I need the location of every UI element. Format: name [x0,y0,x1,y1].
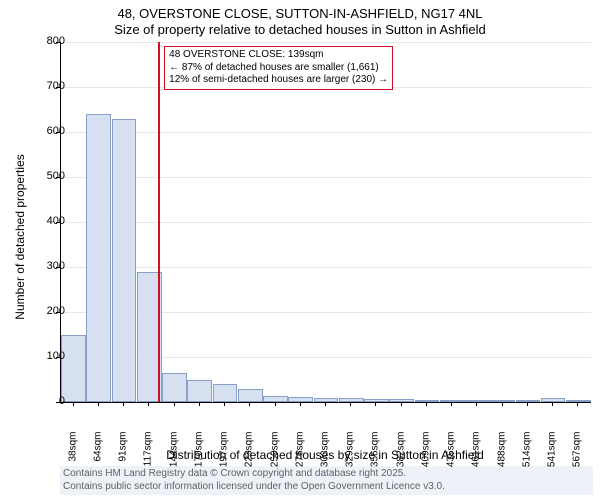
footer-line2: Contains public sector information licen… [63,481,590,494]
bar [288,397,313,402]
annotation-line: 48 OVERSTONE CLOSE: 139sqm [169,49,388,62]
y-tick-label: 600 [15,125,65,137]
bar [389,399,414,402]
x-tick-label: 64sqm [92,432,103,482]
bar [238,389,263,402]
x-tick-mark [375,402,376,406]
bar [61,335,86,402]
x-tick-label: 144sqm [168,432,179,482]
x-tick-mark [123,402,124,406]
x-tick-mark [98,402,99,406]
x-tick-mark [476,402,477,406]
bar [263,396,288,402]
x-tick-label: 382sqm [395,432,406,482]
x-tick-mark [325,402,326,406]
y-tick-mark [56,87,60,88]
x-tick-label: 170sqm [193,432,204,482]
y-tick-mark [56,267,60,268]
bar [213,384,238,402]
chart-container: 48, OVERSTONE CLOSE, SUTTON-IN-ASHFIELD,… [0,0,600,500]
x-tick-mark [426,402,427,406]
x-tick-label: 435sqm [446,432,457,482]
y-tick-label: 100 [15,350,65,362]
annotation-box: 48 OVERSTONE CLOSE: 139sqm← 87% of detac… [164,46,393,90]
x-tick-label: 356sqm [370,432,381,482]
x-tick-label: 276sqm [294,432,305,482]
x-tick-label: 329sqm [345,432,356,482]
y-tick-mark [56,222,60,223]
x-tick-label: 38sqm [67,432,78,482]
title-line1: 48, OVERSTONE CLOSE, SUTTON-IN-ASHFIELD,… [0,6,600,21]
y-tick-mark [56,177,60,178]
x-tick-mark [350,402,351,406]
x-tick-label: 197sqm [219,432,230,482]
x-tick-mark [300,402,301,406]
x-tick-label: 488sqm [496,432,507,482]
bar [364,399,389,402]
y-tick-label: 700 [15,80,65,92]
y-tick-mark [56,42,60,43]
y-tick-mark [56,132,60,133]
x-tick-mark [199,402,200,406]
bar [86,114,111,402]
y-tick-mark [56,357,60,358]
grid-line [61,177,591,178]
x-tick-mark [249,402,250,406]
y-tick-mark [56,402,60,403]
x-tick-label: 514sqm [521,432,532,482]
y-tick-label: 200 [15,305,65,317]
y-tick-label: 500 [15,170,65,182]
y-tick-label: 300 [15,260,65,272]
x-tick-label: 117sqm [143,432,154,482]
y-tick-mark [56,312,60,313]
y-tick-label: 0 [15,395,65,407]
bar [112,119,137,403]
reference-line [158,42,160,402]
bar [415,400,440,402]
x-tick-label: 409sqm [420,432,431,482]
annotation-line: ← 87% of detached houses are smaller (1,… [169,62,388,75]
x-tick-label: 567sqm [572,432,583,482]
x-tick-label: 461sqm [471,432,482,482]
x-tick-label: 541sqm [547,432,558,482]
x-tick-label: 303sqm [320,432,331,482]
x-tick-mark [148,402,149,406]
x-tick-mark [401,402,402,406]
title-line2: Size of property relative to detached ho… [0,22,600,37]
x-tick-mark [502,402,503,406]
x-tick-label: 223sqm [244,432,255,482]
x-tick-mark [552,402,553,406]
plot-area: 48 OVERSTONE CLOSE: 139sqm← 87% of detac… [60,42,591,403]
annotation-line: 12% of semi-detached houses are larger (… [169,74,388,87]
bar [516,400,541,402]
y-tick-label: 400 [15,215,65,227]
x-tick-mark [451,402,452,406]
x-tick-mark [73,402,74,406]
x-tick-mark [275,402,276,406]
bar [187,380,212,403]
grid-line [61,42,591,43]
bar [162,373,187,402]
x-tick-mark [224,402,225,406]
grid-line [61,267,591,268]
x-tick-label: 91sqm [118,432,129,482]
x-tick-label: 250sqm [269,432,280,482]
grid-line [61,132,591,133]
y-tick-label: 800 [15,35,65,47]
x-tick-mark [577,402,578,406]
grid-line [61,222,591,223]
bar [490,400,515,402]
x-tick-mark [174,402,175,406]
x-tick-mark [527,402,528,406]
